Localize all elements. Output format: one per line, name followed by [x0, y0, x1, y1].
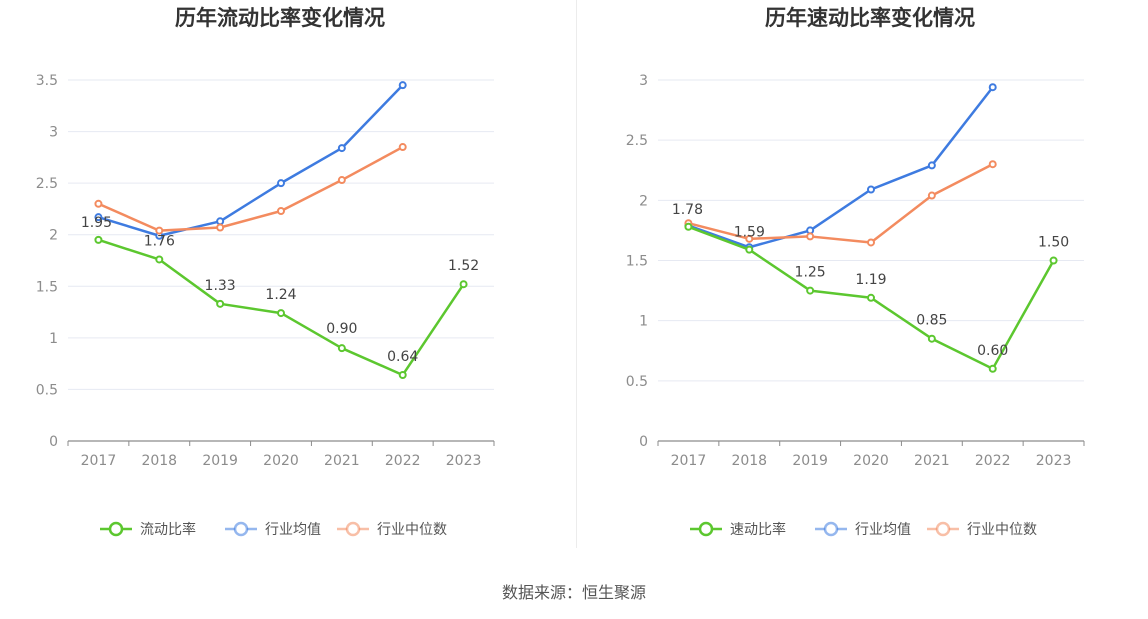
data-label: 1.50	[1038, 235, 1069, 251]
data-label: 0.64	[387, 349, 418, 365]
data-point	[277, 179, 285, 188]
legend-label: 行业中位数	[967, 522, 1037, 538]
y-tick-label: 0	[49, 434, 58, 450]
data-point	[398, 81, 407, 90]
data-label: 1.59	[734, 225, 765, 241]
quick-ratio-chart: 历年速动比率变化情况 0 0.5 1 1.5 2 2.5 3 2017 2018 2019 2020 2…	[626, 6, 1085, 538]
data-label: 1.78	[672, 202, 703, 218]
data-point	[988, 364, 997, 373]
data-label: 1.76	[144, 233, 175, 249]
x-tick-label: 2017	[81, 453, 117, 469]
legend-label: 行业均值	[265, 522, 321, 538]
x-tick-label: 2019	[202, 453, 238, 469]
y-tick-label: 2.5	[36, 176, 58, 192]
data-label: 1.25	[795, 265, 826, 281]
y-tick-label: 3	[639, 73, 648, 89]
data-point	[398, 143, 407, 152]
data-point	[806, 232, 815, 241]
data-point	[216, 223, 225, 232]
data-point	[94, 199, 103, 208]
y-tick-label: 1	[49, 331, 58, 347]
data-point	[337, 344, 346, 353]
series-line	[688, 163, 994, 244]
legend-label: 速动比率	[730, 521, 786, 538]
x-tick-label: 2020	[853, 453, 889, 469]
data-point	[988, 83, 997, 92]
data-label: 1.33	[205, 278, 236, 294]
data-point	[806, 286, 815, 295]
data-point	[94, 235, 103, 244]
data-point	[155, 255, 164, 264]
data-point	[745, 234, 754, 243]
data-label: 1.24	[265, 287, 296, 303]
series-line	[97, 145, 404, 232]
series-line	[98, 84, 404, 237]
data-point	[1049, 256, 1058, 265]
data-label: 1.52	[448, 258, 479, 274]
x-tick-label: 2018	[141, 453, 177, 469]
x-tick-label: 2021	[324, 453, 360, 469]
data-point	[337, 144, 346, 153]
legend-marker	[935, 521, 951, 537]
data-label: 0.85	[916, 313, 947, 329]
data-point	[94, 213, 103, 222]
data-point	[867, 293, 875, 302]
data-point	[277, 309, 285, 318]
y-tick-label: 2	[639, 193, 648, 209]
data-label: 0.60	[977, 343, 1008, 359]
data-point	[337, 176, 346, 185]
data-point	[927, 334, 936, 343]
y-tick-label: 0.5	[626, 374, 648, 390]
legend-label: 流动比率	[140, 521, 196, 538]
data-point	[459, 280, 468, 289]
data-point	[867, 238, 875, 247]
legend-marker	[233, 521, 249, 537]
data-label: 1.95	[81, 215, 112, 231]
data-point	[927, 191, 936, 200]
legend-marker	[345, 521, 361, 537]
x-tick-label: 2020	[263, 453, 299, 469]
data-point	[745, 245, 754, 254]
x-tick-label: 2022	[975, 453, 1011, 469]
data-point	[216, 217, 225, 226]
y-tick-label: 3	[49, 125, 58, 141]
x-tick-label: 2018	[731, 453, 767, 469]
x-tick-label: 2019	[792, 453, 828, 469]
y-tick-label: 0	[639, 434, 648, 450]
data-point	[927, 161, 936, 170]
data-point	[277, 206, 285, 215]
panel-divider	[576, 0, 577, 548]
data-source-note: 数据来源：恒生聚源	[501, 583, 646, 602]
series-line	[688, 86, 994, 249]
data-point	[867, 185, 875, 194]
x-tick-label: 2022	[385, 453, 421, 469]
y-tick-label: 1.5	[36, 279, 58, 295]
y-tick-label: 0.5	[36, 382, 58, 398]
x-tick-label: 2021	[914, 453, 950, 469]
y-tick-label: 1.5	[626, 254, 648, 270]
y-tick-label: 1	[639, 314, 648, 330]
legend-marker	[108, 521, 124, 537]
data-point	[398, 370, 407, 379]
data-point	[684, 222, 693, 231]
data-label: 1.19	[855, 272, 886, 288]
y-tick-label: 3.5	[36, 73, 58, 89]
x-tick-label: 2023	[446, 453, 482, 469]
data-point	[988, 160, 997, 169]
x-tick-label: 2023	[1036, 453, 1072, 469]
legend-label: 行业均值	[855, 522, 911, 538]
data-point	[216, 299, 225, 308]
chart-title: 历年速动比率变化情况	[765, 6, 975, 30]
chart-title: 历年流动比率变化情况	[175, 6, 385, 30]
y-tick-label: 2.5	[626, 133, 648, 149]
legend-marker	[698, 521, 714, 537]
data-point	[155, 226, 164, 235]
data-label: 0.90	[326, 321, 357, 337]
legend-marker	[823, 521, 839, 537]
x-tick-label: 2017	[671, 453, 707, 469]
y-tick-label: 2	[49, 228, 58, 244]
legend-label: 行业中位数	[377, 522, 447, 538]
